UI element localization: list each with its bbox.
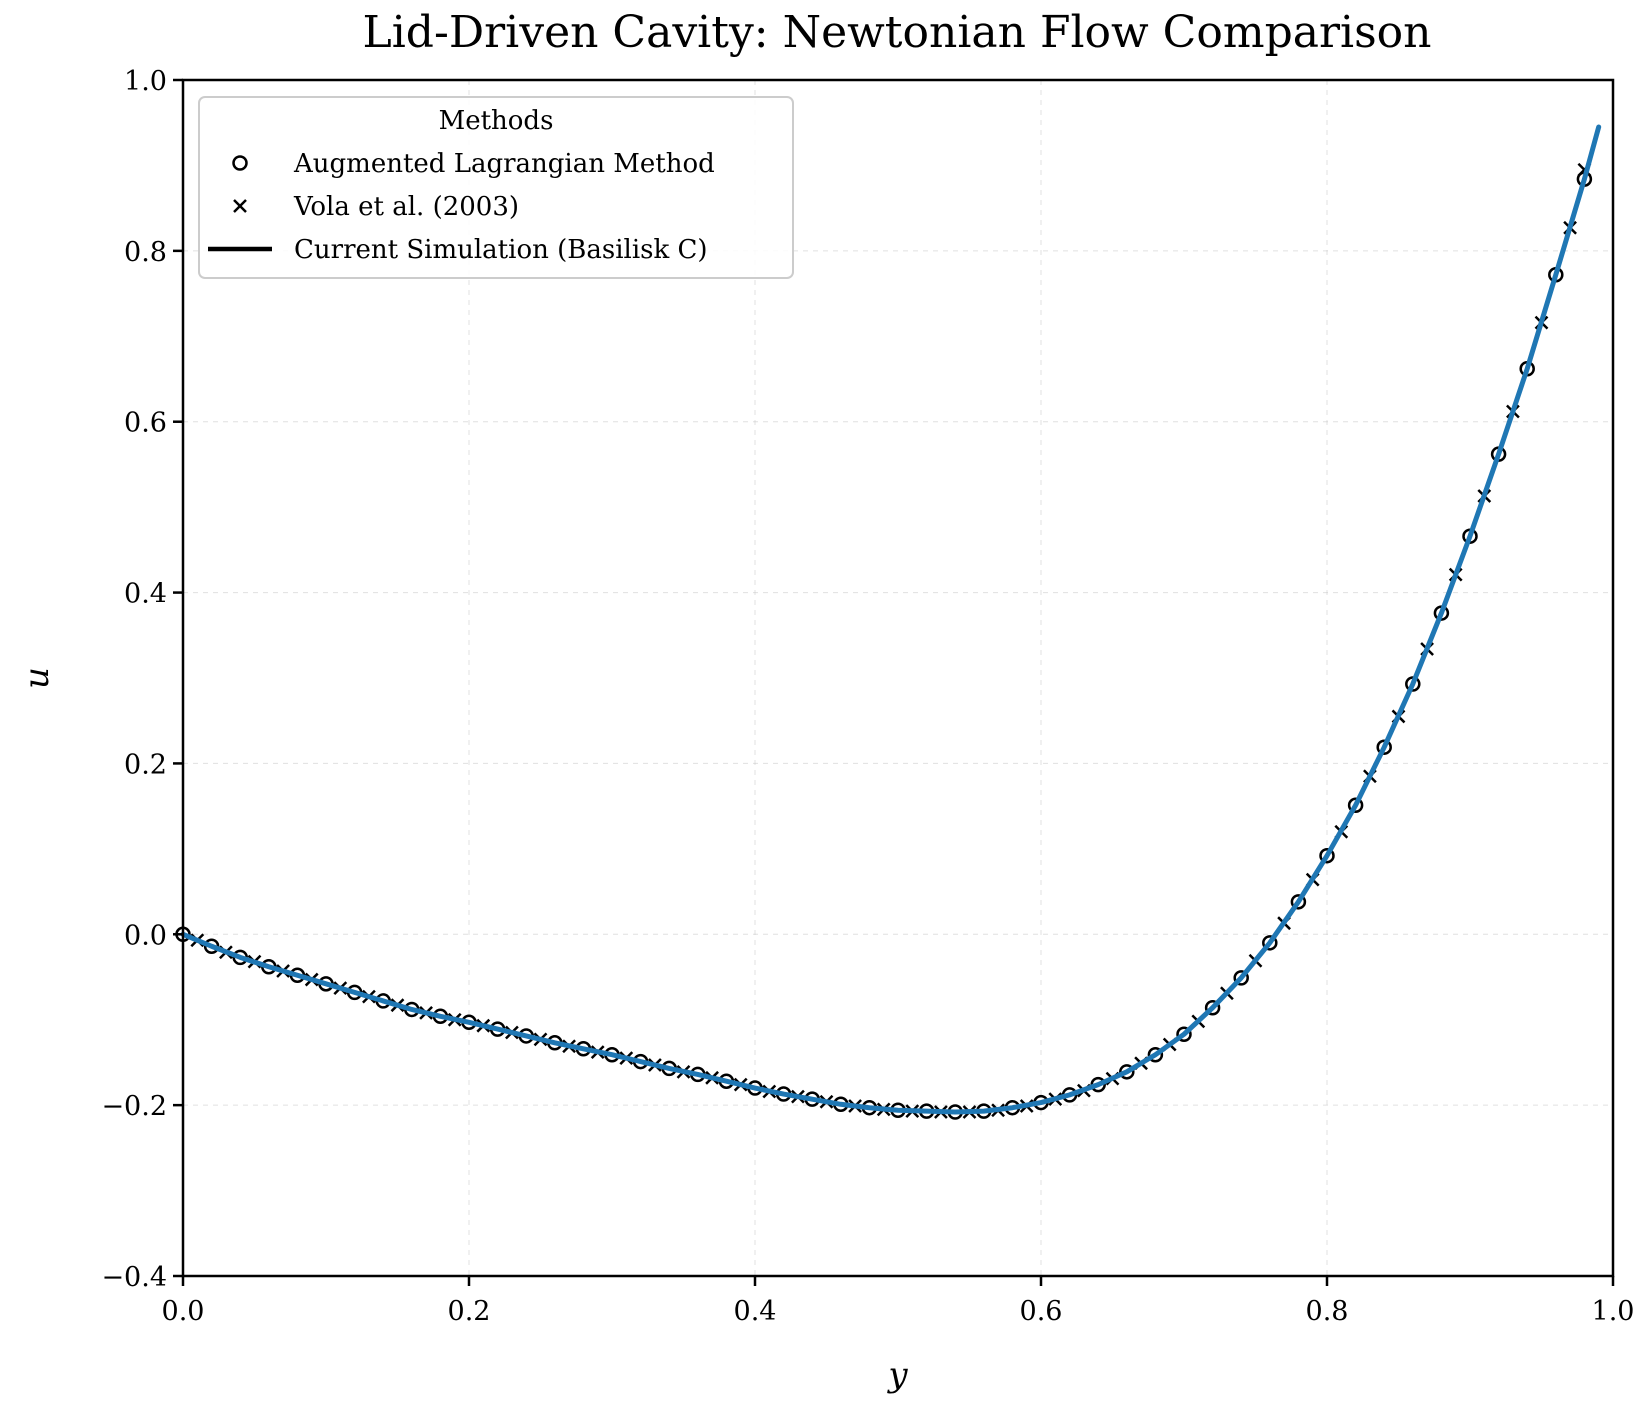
- data-point-circle: [1119, 1064, 1135, 1080]
- legend-label-current-simulation: Current Simulation (Basilisk C): [294, 235, 708, 265]
- data-point-circle: [1204, 1000, 1221, 1016]
- x-tick-label: 0.2: [448, 1296, 491, 1327]
- legend-marker-cross: [233, 199, 247, 213]
- x-tick-label: 0.4: [734, 1296, 777, 1327]
- chart-title: Lid-Driven Cavity: Newtonian Flow Compar…: [363, 7, 1432, 58]
- legend: Methods Augmented Lagrangian Method Vola…: [198, 96, 794, 279]
- legend-marker-circle: [232, 155, 248, 171]
- y-tick-label: 0.4: [124, 579, 167, 610]
- y-tick-label: 1.0: [124, 66, 167, 97]
- y-tick-label: 0.2: [124, 749, 167, 780]
- data-point-circle: [1347, 797, 1364, 814]
- data-point-circle: [1233, 970, 1249, 986]
- plot-area: [175, 124, 1602, 1120]
- y-tick-label: 0.0: [124, 920, 167, 951]
- x-tick-label: 0.6: [1020, 1296, 1063, 1327]
- legend-label-augmented-lagrangian: Augmented Lagrangian Method: [293, 149, 715, 179]
- y-tick-label: −0.4: [101, 1262, 167, 1293]
- data-point-circle: [1319, 847, 1335, 864]
- x-tick-label: 0.0: [162, 1296, 205, 1327]
- legend-title: Methods: [439, 106, 554, 136]
- axes-frame: [181, 78, 1615, 1278]
- x-tick-label: 0.8: [1306, 1296, 1349, 1327]
- data-point-circle: [1376, 739, 1392, 755]
- axis-ticks: 0.0 0.2 0.4 0.6 0.8 1.0 −0.4 −0.2 0.0 0.2 0.4 0.6 0.…: [101, 66, 1634, 1327]
- y-tick-label: 0.6: [124, 408, 167, 439]
- x-axis-label: y: [886, 1355, 908, 1395]
- data-point-circle: [1176, 1026, 1192, 1042]
- x-tick-label: 1.0: [1592, 1296, 1635, 1327]
- y-axis-label: u: [17, 667, 57, 689]
- y-tick-label: −0.2: [101, 1091, 167, 1122]
- data-point-circle: [1290, 894, 1307, 910]
- y-tick-label: 0.8: [124, 237, 167, 268]
- legend-label-vola: Vola et al. (2003): [293, 192, 519, 222]
- legend-box: [198, 96, 794, 279]
- data-point-circle: [1262, 935, 1278, 951]
- series-current-simulation-line: [180, 124, 1602, 1115]
- data-point-circle: [1147, 1046, 1164, 1063]
